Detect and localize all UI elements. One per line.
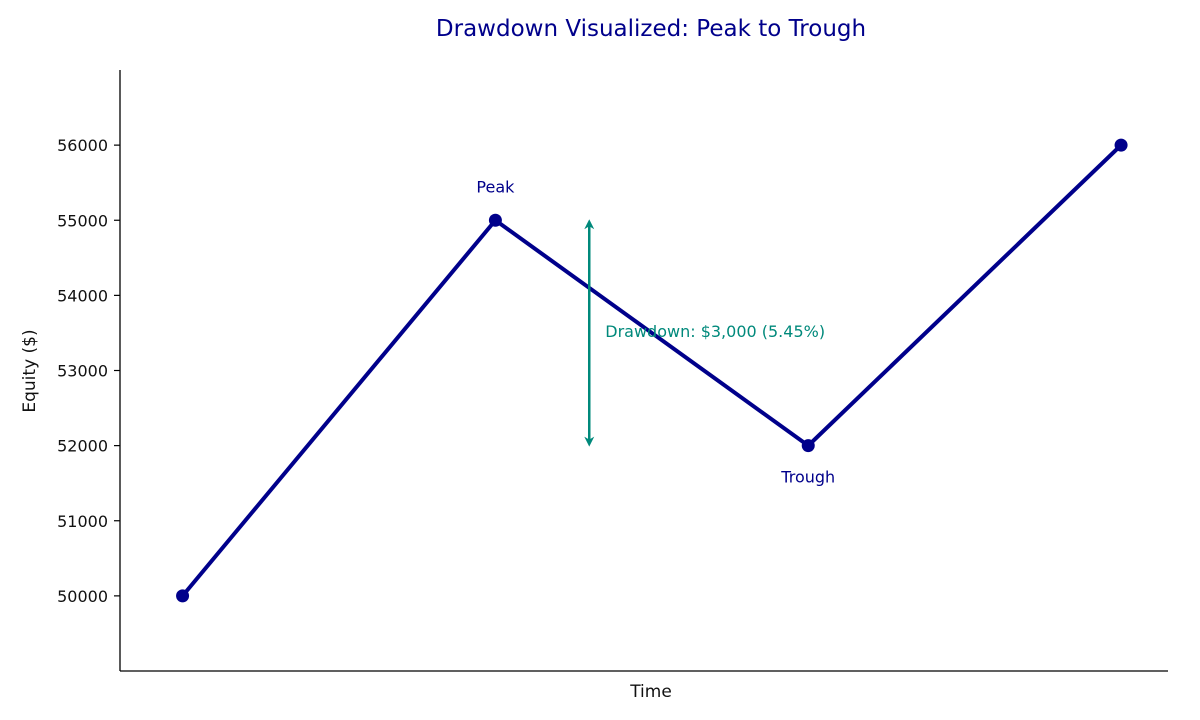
data-point [488,213,502,227]
y-ticks: 50000 51000 52000 53000 54000 55000 56000 [57,136,120,606]
drawdown-label: Drawdown: $3,000 (5.45%) [605,322,825,341]
data-point [1114,138,1128,152]
x-axis-label: Time [629,682,672,702]
y-tick-label: 54000 [57,286,108,305]
chart-title: Drawdown Visualized: Peak to Trough [436,16,866,42]
y-tick-label: 51000 [57,512,108,531]
y-tick-label: 56000 [57,136,108,155]
y-axis: 50000 51000 52000 53000 54000 55000 56000 [57,70,121,671]
equity-line [181,143,1123,598]
y-tick-label: 52000 [57,437,108,456]
equity-series [176,138,1128,603]
trough-label: Trough [780,468,835,487]
data-point [176,589,190,603]
y-tick-label: 50000 [57,587,108,606]
y-tick-label: 55000 [57,211,108,230]
y-tick-label: 53000 [57,362,108,381]
y-axis-label: Equity ($) [20,329,40,412]
data-point [801,439,815,453]
peak-label: Peak [476,177,515,196]
